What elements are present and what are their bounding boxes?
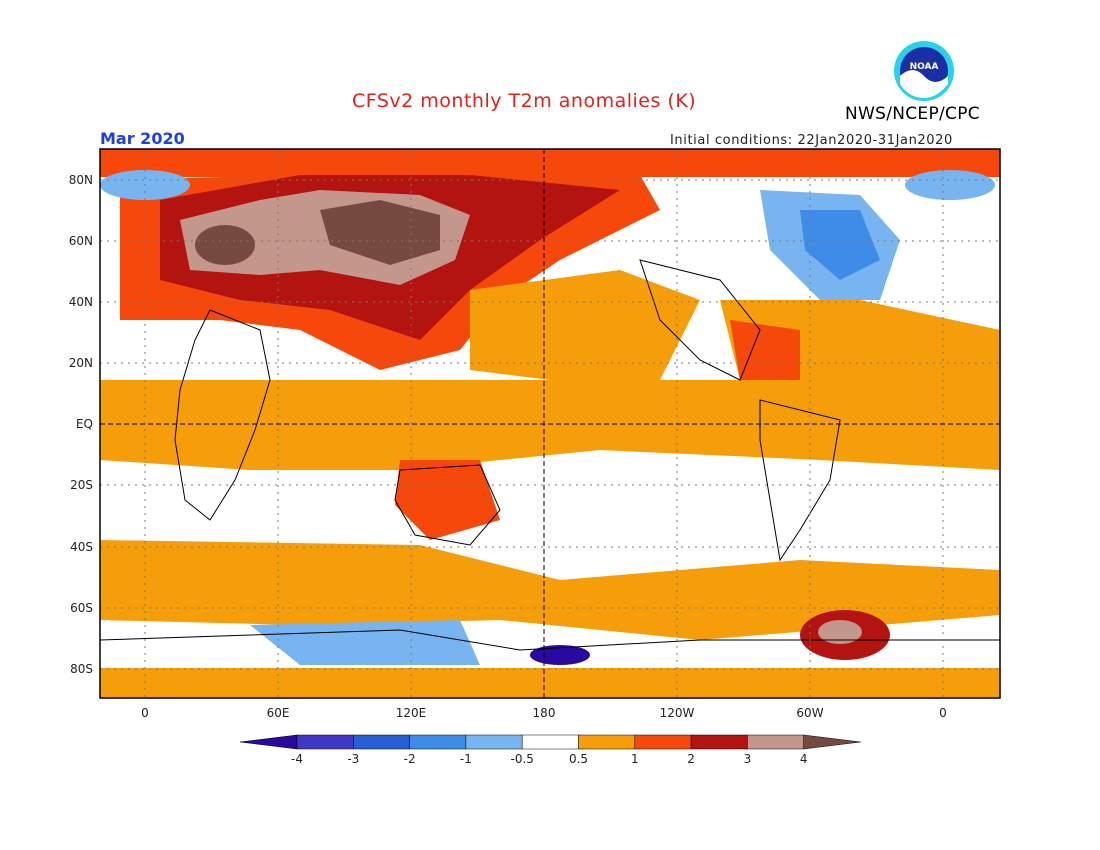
latitude-axis: 80N 60N 40N 20N EQ 20S 40S 60S 80S — [69, 173, 93, 676]
map-frame — [99, 148, 1001, 699]
lon-label: 120E — [396, 706, 427, 720]
lon-label: 120W — [660, 706, 695, 720]
colorbar: -4 -3 -2 -1 -0.5 0.5 1 2 3 4 — [239, 734, 861, 766]
lat-label: 80N — [69, 173, 93, 187]
arctic-warm-band — [100, 149, 1000, 177]
antarctic-cold — [250, 620, 480, 665]
colorbar-tick-label: 3 — [744, 752, 752, 766]
lon-label: 0 — [939, 706, 947, 720]
lat-label: 20N — [69, 356, 93, 370]
colorbar-segment — [747, 734, 804, 750]
ross-sea-cold — [530, 645, 590, 665]
southern-ocean-warm — [100, 540, 1000, 640]
valid-month-label: Mar 2020 — [100, 129, 185, 148]
lat-label: 40N — [69, 295, 93, 309]
australia-warm — [395, 460, 500, 540]
colorbar-segment — [578, 734, 636, 750]
lon-label: 60W — [796, 706, 823, 720]
colorbar-tick-label: -0.5 — [510, 752, 533, 766]
colorbar-segment — [690, 734, 748, 750]
lat-label: 60S — [70, 601, 93, 615]
colorbar-segment — [634, 734, 692, 750]
lat-label: 20S — [70, 478, 93, 492]
lat-label: EQ — [76, 417, 93, 431]
lat-label: 40S — [70, 540, 93, 554]
lon-label: 0 — [141, 706, 149, 720]
west-atlantic-strong — [730, 320, 800, 390]
colorbar-segment — [353, 734, 410, 750]
coastlines — [100, 259, 1000, 651]
colorbar-tick-label: -2 — [404, 752, 416, 766]
south-pole-warm-band — [100, 668, 1000, 698]
colorbar-tick-label: -4 — [291, 752, 303, 766]
lon-label: 60E — [267, 706, 290, 720]
noaa-logo-icon: NOAA — [894, 41, 954, 101]
colorbar-segment — [409, 734, 467, 750]
lat-label: 80S — [70, 662, 93, 676]
lon-label: 180 — [533, 706, 556, 720]
colorbar-tick-label: -1 — [460, 752, 472, 766]
pacific-warm-region — [470, 270, 700, 380]
colorbar-segment — [465, 734, 523, 750]
initial-conditions-label: Initial conditions: 22Jan2020-31Jan2020 — [670, 133, 953, 148]
reference-lines — [100, 149, 1000, 698]
weddell-peak-warm — [818, 620, 862, 644]
colorbar-tick-label: 0.5 — [569, 752, 588, 766]
europe-peak-warm — [195, 225, 255, 265]
colorbar-segment — [296, 734, 354, 750]
colorbar-segment — [521, 734, 579, 750]
agency-label: NWS/NCEP/CPC — [845, 104, 980, 124]
noaa-logo-text: NOAA — [910, 62, 939, 72]
lat-label: 60N — [69, 234, 93, 248]
tropical-warm-belt — [100, 380, 1000, 470]
longitude-axis: 0 60E 120E 180 120W 60W 0 — [141, 706, 947, 720]
siberia-peak-warm — [320, 200, 440, 265]
colorbar-tick-label: -3 — [347, 752, 359, 766]
labrador-cold — [800, 210, 880, 280]
arctic-cold-east — [905, 170, 995, 200]
map-title: CFSv2 monthly T2m anomalies (K) — [352, 90, 697, 112]
colorbar-tick-label: 4 — [800, 752, 808, 766]
map-field — [100, 149, 1000, 698]
colorbar-tick-label: 2 — [687, 752, 695, 766]
colorbar-arrow-high — [803, 734, 861, 750]
colorbar-tick-label: 1 — [631, 752, 639, 766]
colorbar-arrow-low — [239, 734, 298, 750]
